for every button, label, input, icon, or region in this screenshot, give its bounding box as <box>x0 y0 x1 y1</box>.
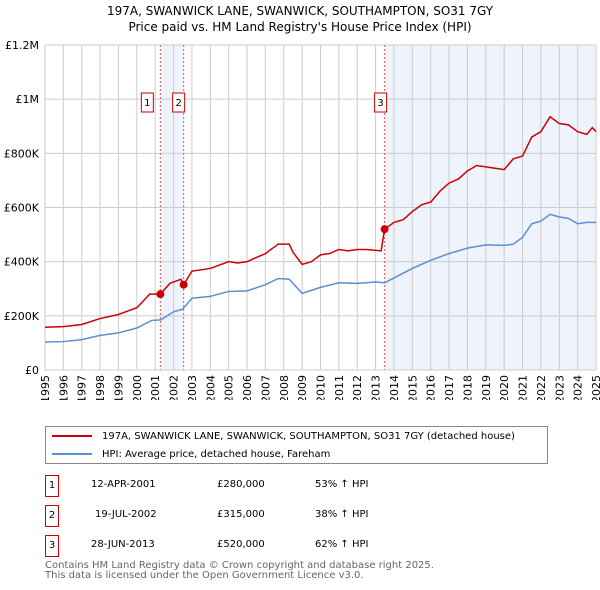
sale-number-label: 3 <box>377 98 383 109</box>
transaction-hpi: 62% ↑ HPI <box>315 539 369 550</box>
x-tick-label: 2016 <box>425 375 438 400</box>
y-tick-label: £1.2M <box>5 39 39 52</box>
x-tick-label: 2002 <box>168 375 181 400</box>
x-tick-label: 2018 <box>461 375 474 400</box>
chart-subtitle: Price paid vs. HM Land Registry's House … <box>128 20 472 34</box>
legend-label-property: 197A, SWANWICK LANE, SWANWICK, SOUTHAMPT… <box>102 430 515 442</box>
y-tick-label: £600K <box>4 202 40 215</box>
x-tick-label: 2017 <box>443 375 456 400</box>
legend-swatch-hpi <box>52 453 92 455</box>
footer-copyright: Contains HM Land Registry data © Crown c… <box>45 560 434 571</box>
legend-item-property: 197A, SWANWICK LANE, SWANWICK, SOUTHAMPT… <box>52 427 515 445</box>
x-tick-label: 2007 <box>259 375 272 400</box>
transaction-date: 28-JUN-2013 <box>91 539 155 550</box>
sale-point <box>380 225 389 234</box>
x-tick-label: 2015 <box>406 375 419 400</box>
x-tick-label: 2020 <box>498 375 511 400</box>
x-tick-label: 2021 <box>517 375 530 400</box>
x-tick-label: 2013 <box>370 375 383 400</box>
x-tick-label: 2000 <box>131 375 144 400</box>
legend: 197A, SWANWICK LANE, SWANWICK, SOUTHAMPT… <box>45 426 548 464</box>
footer: Contains HM Land Registry data © Crown c… <box>45 561 434 581</box>
x-tick-label: 2009 <box>296 375 309 400</box>
x-tick-label: 2005 <box>223 375 236 400</box>
legend-swatch-property <box>52 435 92 437</box>
transaction-hpi: 53% ↑ HPI <box>315 479 369 490</box>
x-tick-label: 1998 <box>94 375 107 400</box>
x-tick-label: 2004 <box>204 375 217 400</box>
transaction-row: 3 28-JUN-2013 £520,000 62% ↑ HPI <box>45 535 545 559</box>
transaction-row: 1 12-APR-2001 £280,000 53% ↑ HPI <box>45 475 545 499</box>
sale-number-badge <box>374 92 388 113</box>
property-price-line <box>44 115 597 328</box>
x-tick-label: 2014 <box>388 375 401 400</box>
y-tick-label: £800K <box>4 147 40 160</box>
x-tick-label: 2003 <box>186 375 199 400</box>
marker-badge: 3 <box>45 535 59 557</box>
x-tick-label: 2022 <box>535 375 548 400</box>
transaction-price: £520,000 <box>217 539 265 550</box>
transaction-row: 2 19-JUL-2002 £315,000 38% ↑ HPI <box>45 505 545 529</box>
sale-number-label: 1 <box>144 98 150 109</box>
sale-number-badge <box>172 92 186 113</box>
chart-title: 197A, SWANWICK LANE, SWANWICK, SOUTHAMPT… <box>106 4 494 18</box>
legend-item-hpi: HPI: Average price, detached house, Fare… <box>52 445 330 463</box>
x-tick-label: 2006 <box>241 375 254 400</box>
x-tick-label: 2008 <box>278 375 291 400</box>
marker-badge: 2 <box>45 505 59 527</box>
x-tick-label: 2019 <box>480 375 493 400</box>
x-tick-label: 2001 <box>149 375 162 400</box>
x-tick-label: 1997 <box>76 375 89 400</box>
x-tick-label: 2023 <box>553 375 566 400</box>
marker-badge: 1 <box>45 475 59 497</box>
sale-number-badge <box>140 92 154 113</box>
footer-licence: This data is licensed under the Open Gov… <box>45 570 364 581</box>
x-tick-label: 1999 <box>112 375 125 400</box>
price-chart: 1995 1996 1997 1998 1999 2000 2001 2002 2003 2004… <box>4 39 600 400</box>
y-tick-label: £200K <box>4 310 40 323</box>
transaction-hpi: 38% ↑ HPI <box>315 509 369 520</box>
legend-label-hpi: HPI: Average price, detached house, Fare… <box>102 448 331 460</box>
y-tick-label: £1M <box>16 93 40 106</box>
transaction-price: £280,000 <box>217 479 265 490</box>
x-tick-label: 1996 <box>57 375 70 400</box>
transaction-price: £315,000 <box>217 509 265 520</box>
x-tick-label: 2010 <box>315 375 328 400</box>
transaction-date: 19-JUL-2002 <box>95 509 157 520</box>
sale-point <box>179 280 188 289</box>
x-tick-label: 2024 <box>572 375 585 400</box>
transaction-date: 12-APR-2001 <box>91 479 156 490</box>
x-tick-label: 1995 <box>39 375 52 400</box>
y-tick-label: £400K <box>4 256 40 269</box>
x-tick-label: 2012 <box>351 375 364 400</box>
sale-number-label: 2 <box>175 98 181 109</box>
y-tick-label: £0 <box>25 364 39 377</box>
hpi-line <box>44 213 596 343</box>
x-tick-label: 2025 <box>590 375 600 400</box>
sale-point <box>156 290 165 299</box>
x-tick-label: 2011 <box>333 375 346 400</box>
